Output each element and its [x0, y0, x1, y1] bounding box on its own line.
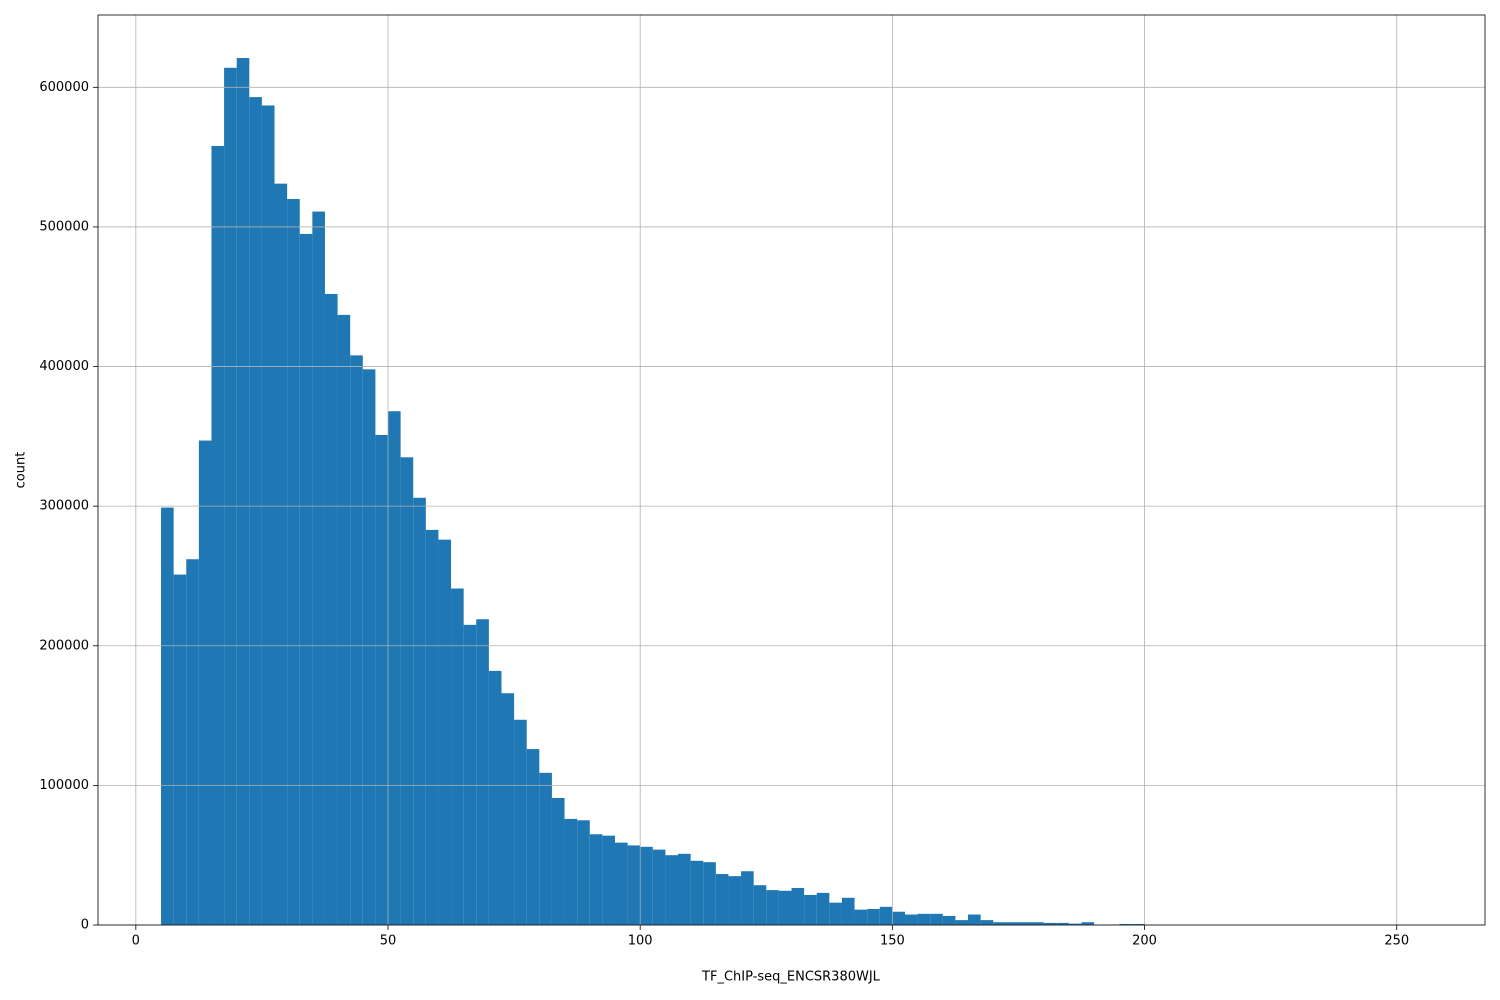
bar: [942, 915, 956, 925]
bar: [1119, 924, 1132, 925]
bar: [1056, 922, 1069, 925]
bar: [968, 914, 981, 925]
bar: [287, 199, 300, 925]
bar: [665, 855, 679, 925]
bar: [488, 670, 502, 925]
bar: [602, 835, 615, 925]
bar: [728, 876, 742, 925]
x-tick-label: 0: [132, 934, 140, 949]
bar: [337, 314, 351, 925]
bar: [161, 507, 174, 925]
bar: [362, 369, 376, 925]
y-tick-label: 0: [81, 918, 89, 933]
bar: [892, 911, 905, 925]
bar: [778, 890, 792, 925]
bar: [551, 797, 565, 925]
bar: [400, 457, 414, 925]
bar: [791, 888, 805, 925]
x-axis-label: TF_ChIP-seq_ENCSR380WJL: [701, 970, 881, 985]
bar: [350, 355, 363, 925]
bar: [514, 719, 527, 925]
x-tick-label: 150: [880, 934, 905, 949]
y-axis-label: count: [14, 452, 29, 489]
bar: [980, 920, 994, 925]
bar: [224, 67, 237, 925]
bar: [413, 497, 426, 925]
bar: [299, 233, 313, 926]
bar: [640, 846, 653, 925]
bar: [375, 434, 389, 925]
bar: [236, 58, 250, 926]
bar: [186, 559, 199, 925]
bar: [577, 820, 590, 925]
bar: [1018, 922, 1032, 925]
bar: [463, 624, 477, 925]
bar: [1031, 922, 1044, 925]
plot-frame: [97, 14, 1486, 926]
bar: [766, 890, 779, 925]
x-tick-label: 250: [1384, 934, 1409, 949]
y-tick-label: 100000: [39, 778, 89, 793]
bar: [715, 874, 729, 925]
bar: [678, 853, 691, 925]
bar: [614, 842, 628, 925]
bar: [451, 588, 464, 925]
bar: [261, 105, 275, 925]
bar: [173, 574, 187, 925]
y-tick-label: 400000: [39, 359, 89, 374]
bar: [1043, 922, 1057, 925]
y-tick-label: 600000: [39, 80, 89, 95]
bar: [917, 913, 931, 925]
bar: [324, 293, 338, 926]
y-tick-label: 300000: [39, 499, 89, 514]
bar: [904, 914, 918, 925]
bar: [854, 909, 868, 925]
bar: [1068, 923, 1082, 925]
bar: [703, 862, 716, 925]
bar: [539, 772, 552, 925]
bar: [816, 892, 830, 925]
bar: [879, 906, 893, 925]
bar: [753, 885, 767, 925]
bar: [501, 693, 515, 925]
bar: [652, 849, 666, 925]
bar: [312, 211, 325, 926]
bar: [211, 145, 225, 926]
bar: [955, 920, 969, 925]
bar: [438, 539, 452, 925]
bar: [1131, 924, 1145, 925]
x-tick-label: 200: [1132, 934, 1157, 949]
x-tick-label: 100: [628, 934, 653, 949]
bar: [1081, 922, 1095, 925]
bar: [829, 902, 842, 925]
bar: [249, 97, 262, 926]
bar: [388, 411, 401, 925]
y-tick-label: 200000: [39, 638, 89, 653]
bar: [526, 749, 540, 925]
y-tick-label: 500000: [39, 219, 89, 234]
bar: [1005, 922, 1019, 925]
bar: [274, 183, 288, 925]
bar: [627, 845, 641, 925]
bar: [867, 908, 880, 925]
bar: [841, 897, 855, 925]
bar: [198, 440, 212, 925]
bar: [589, 834, 603, 925]
bar: [993, 922, 1006, 925]
bar: [425, 529, 439, 925]
bar: [476, 619, 489, 925]
bar: [804, 894, 817, 925]
bar: [690, 860, 704, 925]
bar: [930, 913, 943, 925]
x-tick-label: 50: [380, 934, 397, 949]
bar: [741, 871, 754, 925]
bar: [564, 818, 578, 925]
